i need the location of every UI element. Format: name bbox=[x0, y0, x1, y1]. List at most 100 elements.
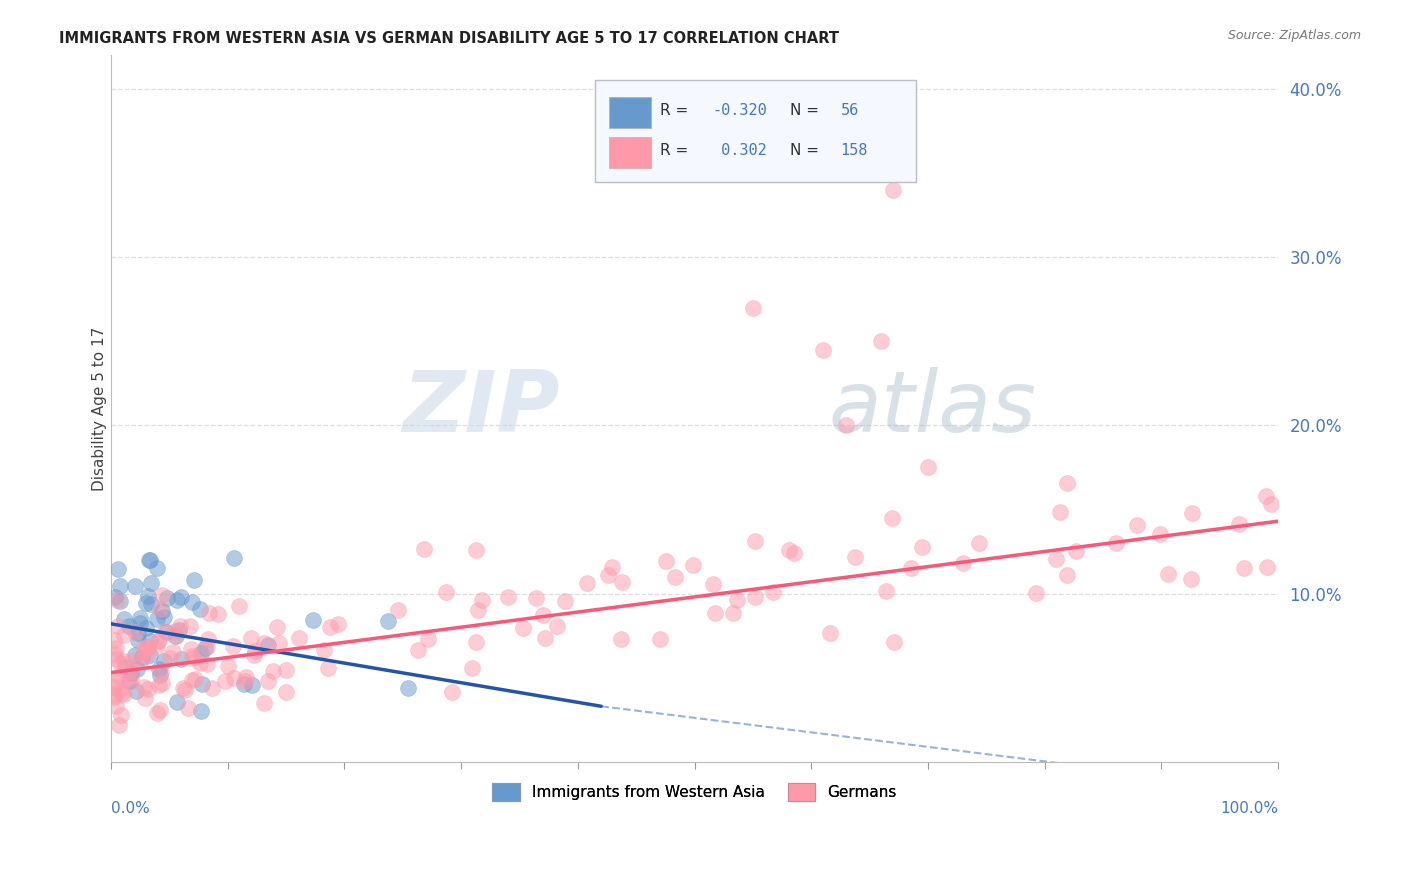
Point bbox=[108, 579, 131, 593]
Point bbox=[146, 633, 169, 648]
Point bbox=[882, 183, 904, 197]
Point bbox=[117, 673, 139, 687]
Point bbox=[1254, 490, 1277, 504]
Point bbox=[811, 343, 834, 357]
Point bbox=[181, 673, 204, 687]
Point bbox=[149, 703, 172, 717]
Point bbox=[180, 642, 202, 657]
Point bbox=[274, 684, 297, 698]
Point bbox=[217, 658, 239, 673]
Point bbox=[1105, 536, 1128, 550]
Point bbox=[165, 629, 187, 643]
Point bbox=[139, 597, 162, 611]
Point bbox=[969, 535, 991, 549]
Point bbox=[149, 665, 172, 680]
Point bbox=[610, 575, 633, 590]
Point bbox=[253, 696, 276, 710]
Point bbox=[150, 604, 173, 618]
Text: ZIP: ZIP bbox=[402, 367, 561, 450]
Point bbox=[188, 656, 211, 670]
Point bbox=[243, 643, 266, 657]
Point bbox=[110, 708, 132, 723]
Point bbox=[266, 619, 288, 633]
Point bbox=[461, 661, 484, 675]
Point bbox=[134, 690, 156, 705]
Point bbox=[104, 652, 127, 666]
Point bbox=[146, 706, 169, 720]
Point bbox=[703, 606, 725, 620]
Point bbox=[131, 650, 153, 665]
Point bbox=[104, 640, 127, 655]
Text: 0.0%: 0.0% bbox=[111, 801, 149, 815]
Point bbox=[917, 460, 939, 475]
Point bbox=[312, 642, 335, 657]
Point bbox=[232, 676, 254, 690]
Text: 100.0%: 100.0% bbox=[1220, 801, 1278, 815]
Point bbox=[302, 613, 325, 627]
Point bbox=[316, 660, 339, 674]
Point bbox=[172, 681, 194, 695]
Point bbox=[387, 602, 409, 616]
Point bbox=[166, 593, 188, 607]
Point bbox=[610, 632, 633, 646]
Point bbox=[256, 639, 278, 653]
Point bbox=[103, 690, 125, 705]
Point bbox=[274, 664, 297, 678]
Point bbox=[107, 684, 129, 698]
Point bbox=[181, 649, 204, 664]
Point bbox=[870, 334, 893, 348]
Point bbox=[135, 596, 157, 610]
Point bbox=[112, 687, 135, 701]
Point bbox=[496, 590, 519, 604]
Point bbox=[173, 682, 195, 697]
Point bbox=[1157, 566, 1180, 581]
Point bbox=[222, 550, 245, 565]
Point bbox=[318, 620, 340, 634]
Point bbox=[200, 681, 222, 696]
Text: atlas: atlas bbox=[828, 367, 1036, 450]
Point bbox=[664, 570, 686, 584]
Point bbox=[188, 602, 211, 616]
Point bbox=[1056, 567, 1078, 582]
Point bbox=[262, 665, 284, 679]
Point bbox=[176, 701, 198, 715]
Point bbox=[139, 634, 162, 648]
Point bbox=[702, 577, 724, 591]
Point bbox=[148, 633, 170, 648]
Point bbox=[195, 640, 218, 654]
Point bbox=[534, 631, 557, 645]
Point bbox=[228, 599, 250, 614]
Point bbox=[418, 632, 440, 646]
Point bbox=[112, 628, 135, 642]
Point bbox=[875, 583, 897, 598]
Point bbox=[141, 576, 163, 591]
Point bbox=[148, 662, 170, 676]
Point bbox=[169, 619, 191, 633]
Point bbox=[107, 562, 129, 576]
Point bbox=[163, 629, 186, 643]
FancyBboxPatch shape bbox=[609, 137, 651, 169]
Point bbox=[835, 418, 858, 433]
Point bbox=[222, 671, 245, 685]
Point bbox=[1227, 517, 1250, 532]
Point bbox=[136, 682, 159, 697]
Point bbox=[911, 540, 934, 554]
Point bbox=[408, 643, 430, 657]
Point bbox=[118, 673, 141, 688]
Point bbox=[132, 681, 155, 695]
Point bbox=[742, 301, 765, 315]
Point bbox=[197, 632, 219, 646]
Point bbox=[256, 674, 278, 689]
Point bbox=[139, 553, 162, 567]
Point bbox=[170, 590, 193, 604]
Point bbox=[377, 615, 399, 629]
Point bbox=[413, 542, 436, 557]
Point bbox=[240, 631, 263, 645]
Point bbox=[467, 603, 489, 617]
Point bbox=[136, 640, 159, 654]
Point bbox=[162, 645, 184, 659]
Point bbox=[1064, 543, 1087, 558]
Point bbox=[146, 561, 169, 575]
Point bbox=[148, 678, 170, 692]
Point bbox=[127, 662, 149, 676]
